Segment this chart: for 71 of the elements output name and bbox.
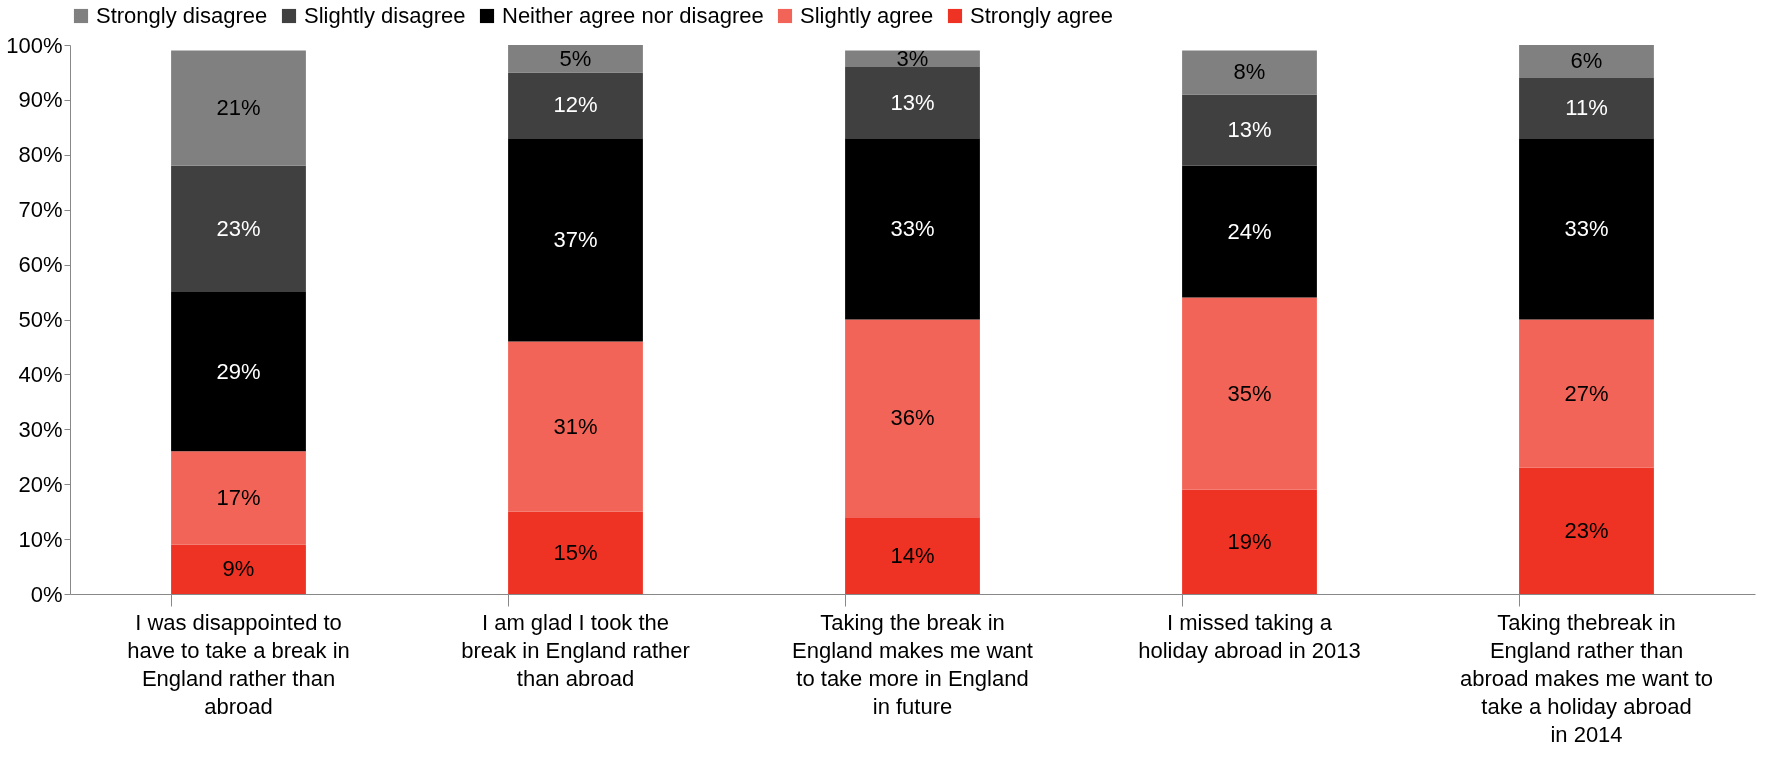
data-label: 17% bbox=[216, 484, 261, 510]
data-label: 33% bbox=[890, 215, 935, 241]
data-label: 11% bbox=[1565, 95, 1608, 121]
bar bbox=[508, 45, 643, 73]
data-label: 35% bbox=[1227, 380, 1272, 406]
legend-label: Strongly agree bbox=[970, 3, 1114, 28]
data-label: 19% bbox=[1227, 528, 1272, 554]
bar bbox=[1519, 467, 1654, 594]
data-label: 29% bbox=[216, 358, 261, 384]
y-tick-label: 10% bbox=[18, 526, 63, 552]
y-tick-label: 90% bbox=[18, 87, 63, 113]
data-label: 5% bbox=[559, 45, 592, 71]
x-tick-label: I was disappointed to have to take a break in England rather than abroad bbox=[127, 609, 350, 719]
legend-label: Slightly disagree bbox=[304, 3, 466, 28]
y-tick-label: 60% bbox=[18, 252, 63, 278]
bar bbox=[845, 138, 980, 320]
bar bbox=[1182, 489, 1317, 594]
legend-label: Neither agree nor disagree bbox=[502, 3, 764, 28]
y-tick-label: 30% bbox=[18, 416, 63, 442]
x-tick-label: Taking thebreak in England rather than abroad makes me want to take a holiday abroad in 2014 bbox=[1459, 609, 1714, 747]
y-tick-label: 0% bbox=[30, 581, 63, 607]
bar bbox=[508, 72, 643, 139]
bar bbox=[508, 511, 643, 594]
x-tick-label: I missed taking a holiday abroad in 2013 bbox=[1138, 609, 1361, 663]
bar bbox=[845, 66, 980, 139]
y-tick-label: 40% bbox=[18, 361, 63, 387]
bar bbox=[171, 165, 306, 293]
data-label: 13% bbox=[1227, 117, 1272, 143]
data-label: 23% bbox=[216, 215, 261, 241]
bar bbox=[845, 517, 980, 594]
data-label: 31% bbox=[553, 413, 598, 439]
data-label: 24% bbox=[1227, 218, 1272, 244]
y-tick-label: 100% bbox=[6, 32, 63, 58]
x-tick-label: I am glad I took the break in England rather than abroad bbox=[461, 609, 690, 691]
data-label: 9% bbox=[222, 556, 255, 582]
bar bbox=[845, 319, 980, 518]
data-label: 36% bbox=[890, 405, 935, 431]
bar bbox=[1519, 319, 1654, 468]
legend-label: Strongly disagree bbox=[96, 3, 268, 28]
data-label: 21% bbox=[216, 95, 261, 121]
data-label: 27% bbox=[1564, 380, 1609, 406]
legend-label: Slightly agree bbox=[800, 3, 934, 28]
data-label: 33% bbox=[1564, 215, 1609, 241]
y-tick-label: 50% bbox=[18, 307, 63, 332]
data-label: 15% bbox=[553, 539, 598, 565]
bar bbox=[1182, 165, 1317, 298]
bar bbox=[171, 544, 306, 594]
data-label: 13% bbox=[890, 89, 935, 115]
data-label: 3% bbox=[896, 45, 929, 71]
data-label: 8% bbox=[1233, 59, 1266, 85]
bar bbox=[1519, 45, 1654, 78]
bar bbox=[1182, 297, 1317, 490]
bar bbox=[171, 50, 306, 166]
bar bbox=[508, 341, 643, 512]
y-tick-label: 80% bbox=[18, 142, 63, 168]
bar bbox=[1519, 138, 1654, 320]
bar bbox=[1182, 50, 1317, 95]
bar bbox=[1519, 77, 1654, 139]
bar bbox=[845, 50, 980, 67]
bar bbox=[171, 292, 306, 452]
data-label: 23% bbox=[1564, 517, 1609, 543]
data-label: 6% bbox=[1570, 48, 1603, 74]
data-label: 37% bbox=[553, 226, 598, 252]
data-label: 14% bbox=[890, 542, 935, 568]
y-tick-label: 20% bbox=[18, 471, 63, 497]
data-label: 12% bbox=[553, 92, 598, 118]
y-tick-label: 70% bbox=[18, 197, 63, 223]
bar bbox=[171, 451, 306, 545]
x-tick-label: Taking the break in England makes me want to take more in England in future bbox=[792, 609, 1033, 719]
bar bbox=[508, 138, 643, 342]
bar bbox=[1182, 94, 1317, 166]
